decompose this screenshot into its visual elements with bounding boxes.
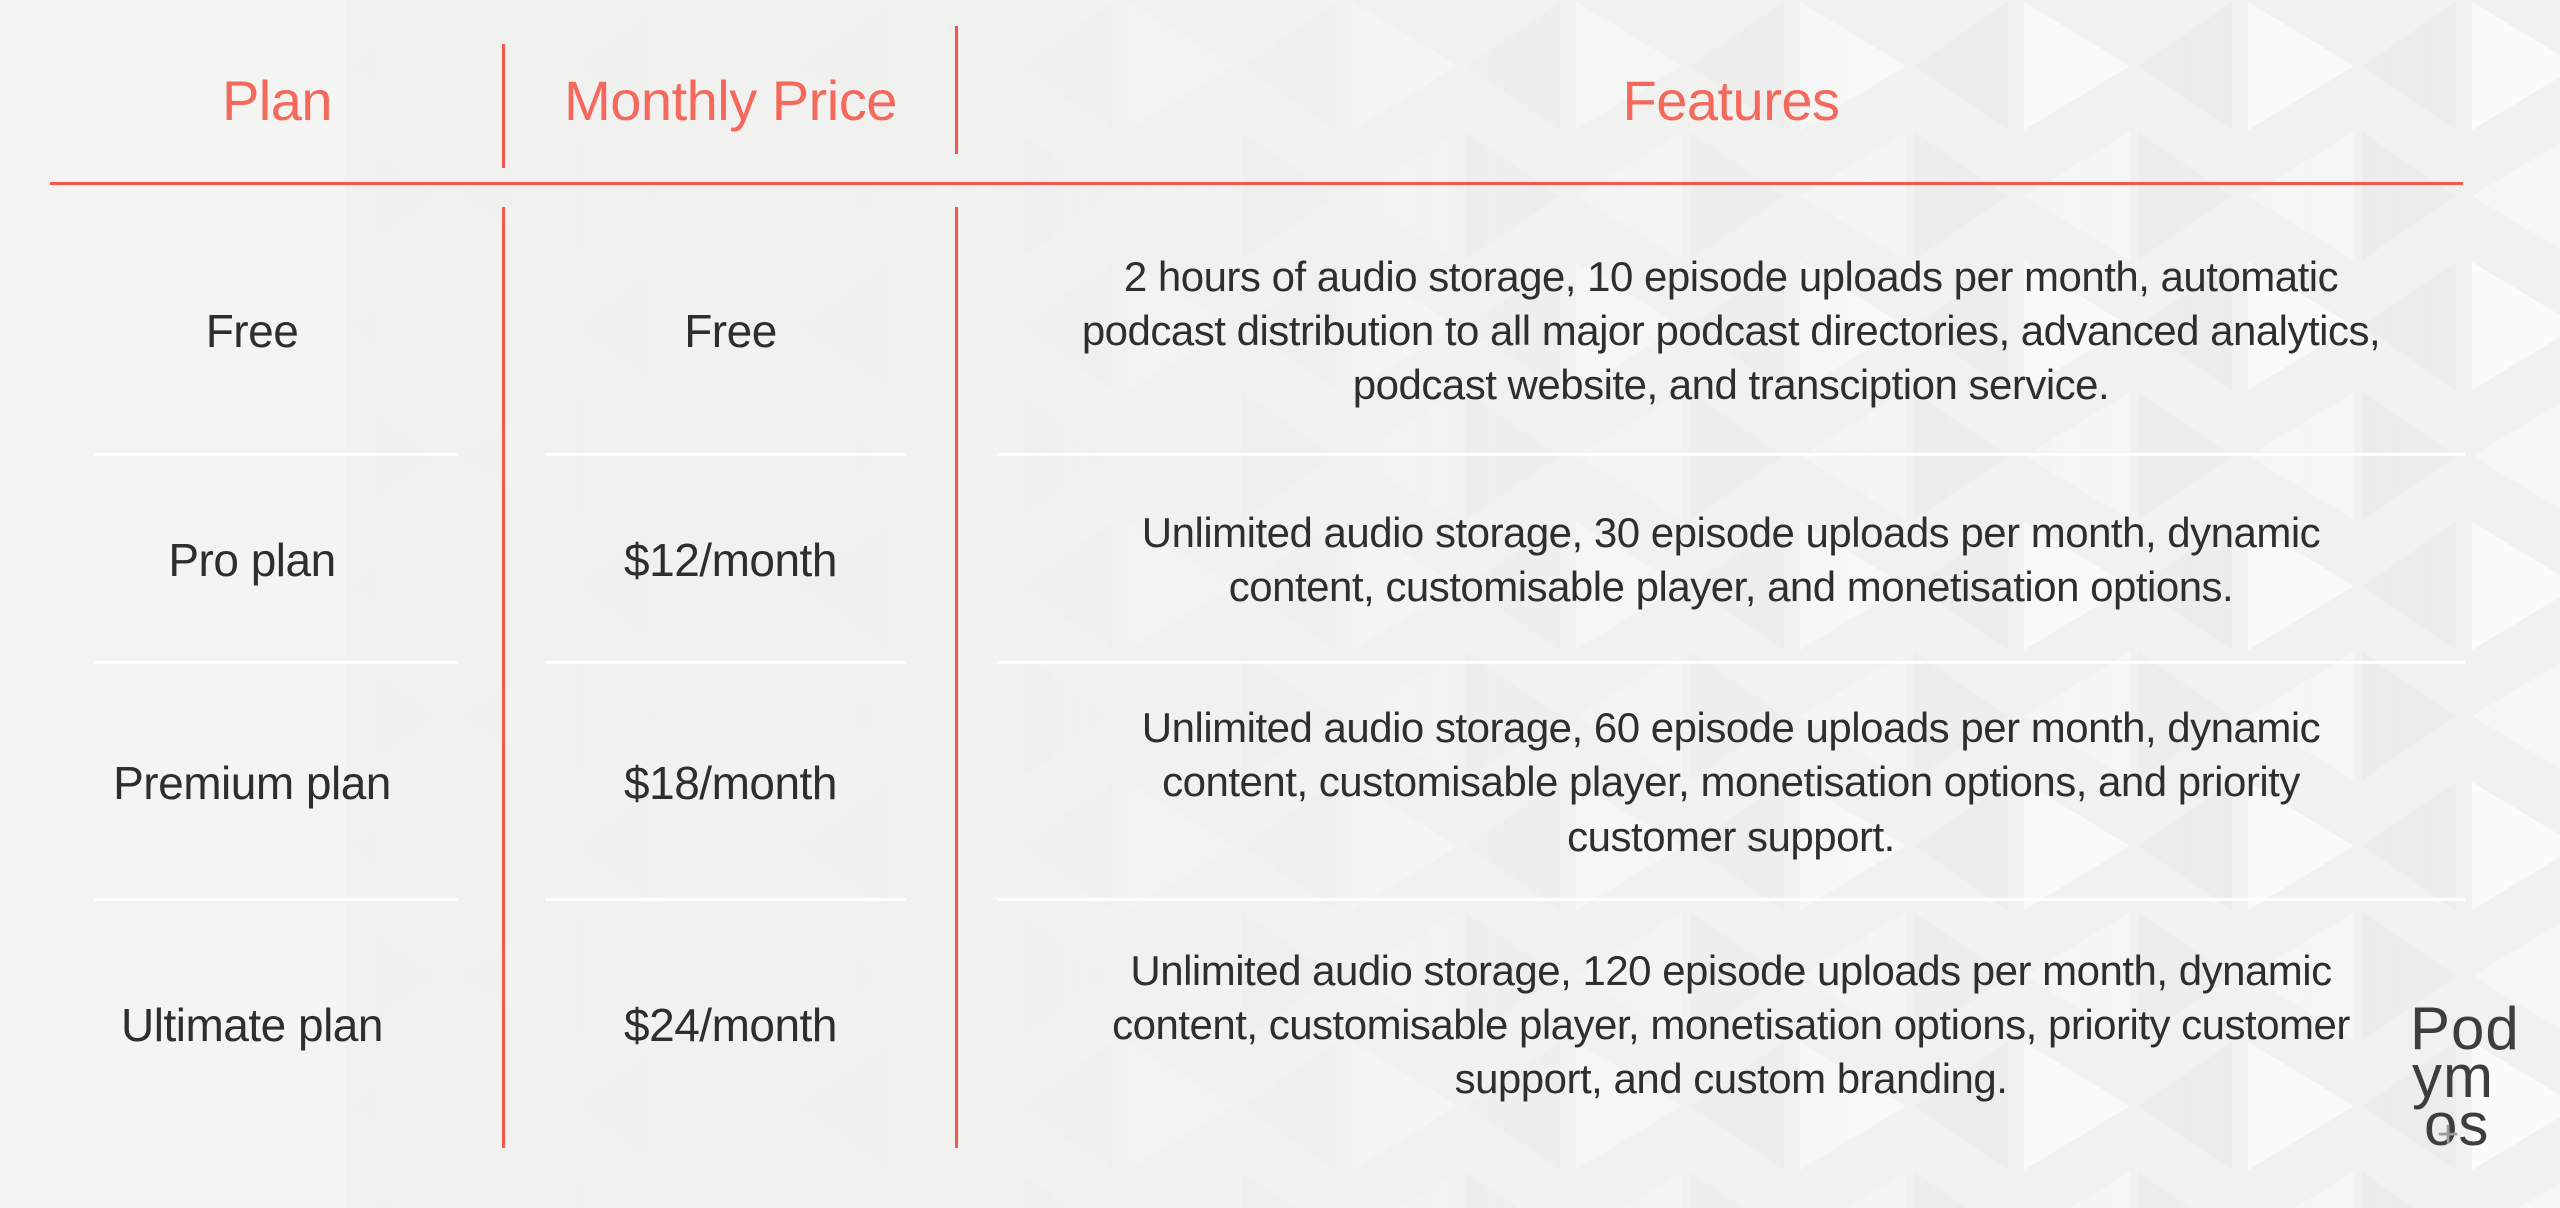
body-column-divider-1 <box>502 207 505 1148</box>
row-separator <box>997 661 2465 664</box>
row-separator <box>94 898 458 901</box>
logo-line-3: os + <box>2424 1095 2520 1157</box>
features-cell-premium: Unlimited audio storage, 60 episode uplo… <box>1141 704 2321 860</box>
header-underline <box>50 182 2463 185</box>
row-separator <box>545 453 906 456</box>
features-cell-ultimate: Unlimited audio storage, 120 episode upl… <box>1112 946 2350 1103</box>
logo-line-1: Pod <box>2410 995 2520 1062</box>
plan-cell-free: Free <box>205 305 299 357</box>
features-cell-pro: Unlimited audio storage, 30 episode uplo… <box>1141 508 2321 610</box>
price-cell-ultimate: $24/month <box>624 999 837 1051</box>
row-separator <box>94 661 458 664</box>
logo-line-3-text: os <box>2424 1091 2490 1158</box>
logo-plus-icon: + <box>2437 1114 2461 1156</box>
column-header-plan: Plan <box>221 68 333 132</box>
podymos-logo: Pod ym os + <box>2410 995 2520 1157</box>
logo-line-2: ym <box>2412 1043 2494 1110</box>
column-header-monthly-price: Monthly Price <box>564 68 897 132</box>
header-column-divider-2 <box>955 26 958 154</box>
features-cell-free: 2 hours of audio storage, 10 episode upl… <box>1081 252 2381 409</box>
row-separator <box>997 453 2465 456</box>
price-cell-premium: $18/month <box>624 756 837 809</box>
price-cell-pro: $12/month <box>624 534 837 586</box>
body-column-divider-2 <box>955 207 958 1148</box>
row-separator <box>94 453 458 456</box>
row-separator <box>545 661 906 664</box>
plan-cell-premium: Premium plan <box>113 756 391 809</box>
plan-cell-pro: Pro plan <box>168 534 336 586</box>
plan-cell-ultimate: Ultimate plan <box>121 999 383 1051</box>
price-cell-free: Free <box>684 305 777 357</box>
row-separator <box>997 898 2465 901</box>
row-separator <box>545 898 906 901</box>
header-column-divider-1 <box>502 44 505 168</box>
column-header-features: Features <box>1622 68 1841 132</box>
